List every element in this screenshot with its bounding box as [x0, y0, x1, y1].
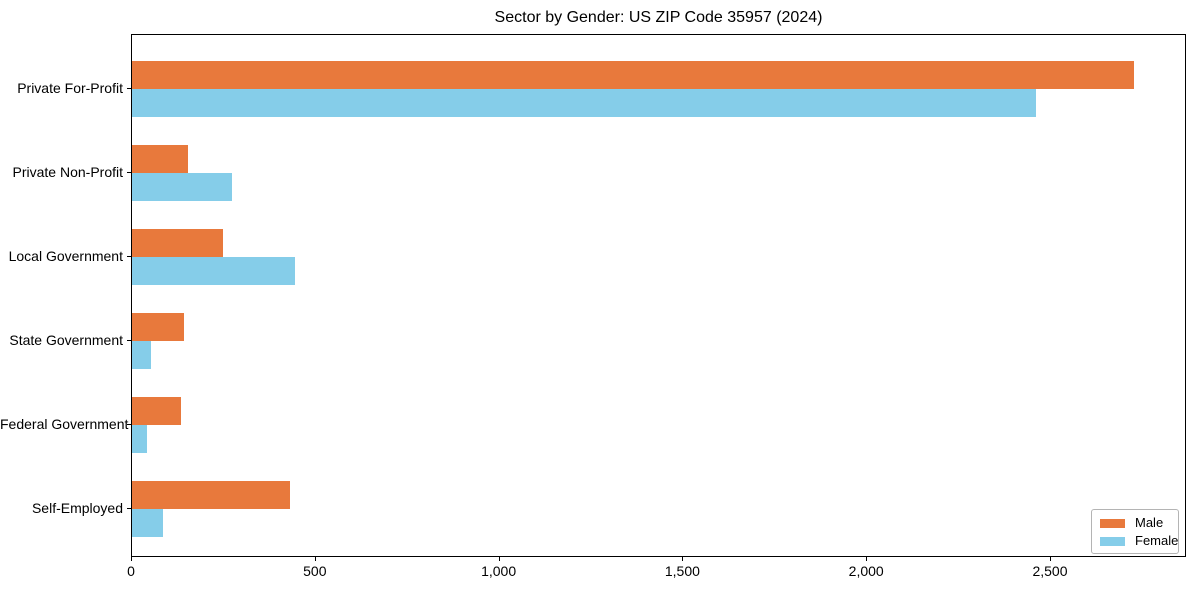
x-tick-mark-1500	[682, 557, 684, 561]
legend-item-female: Female	[1100, 534, 1178, 548]
x-tick-mark-2000	[866, 557, 868, 561]
bar-female-federal-government	[132, 425, 148, 453]
x-tick-mark-1000	[498, 557, 500, 561]
y-tick-mark-federal-government	[127, 424, 131, 425]
x-tick-label-1500: 1,500	[664, 563, 700, 579]
y-axis-label-private-for-profit: Private For-Profit	[17, 80, 123, 96]
y-tick-mark-private-for-profit	[127, 88, 131, 89]
bar-female-private-for-profit	[132, 89, 1037, 117]
bar-male-private-non-profit	[132, 145, 188, 173]
bar-male-state-government	[132, 313, 185, 341]
x-tick-label-2500: 2,500	[1032, 563, 1068, 579]
x-tick-mark-0	[131, 557, 132, 561]
y-axis-label-self-employed: Self-Employed	[31, 500, 123, 516]
x-tick-mark-2500	[1049, 557, 1051, 561]
y-tick-mark-private-non-profit	[127, 172, 131, 173]
bar-male-local-government	[132, 229, 223, 257]
y-axis-label-federal-government: Federal Government	[0, 416, 129, 432]
bar-female-local-government	[132, 257, 295, 285]
legend: Male Female	[1091, 509, 1179, 554]
plot-area	[131, 34, 1186, 557]
y-axis-label-state-government: State Government	[9, 332, 123, 348]
y-axis-label-local-government: Local Government	[8, 248, 123, 264]
female-color-swatch	[1100, 536, 1125, 546]
male-color-swatch	[1100, 518, 1125, 528]
bar-female-state-government	[132, 341, 152, 369]
x-tick-mark-500	[314, 557, 316, 561]
legend-label-male: Male	[1135, 515, 1164, 530]
bar-male-private-for-profit	[132, 61, 1134, 89]
bar-male-federal-government	[132, 397, 181, 425]
y-axis-label-private-non-profit: Private Non-Profit	[12, 164, 123, 180]
y-tick-mark-state-government	[127, 340, 131, 341]
x-tick-label-0: 0	[127, 563, 135, 579]
y-tick-mark-local-government	[127, 256, 131, 257]
x-tick-label-1000: 1,000	[481, 563, 517, 579]
x-tick-label-2000: 2,000	[848, 563, 884, 579]
bar-female-private-non-profit	[132, 173, 232, 201]
bar-male-self-employed	[132, 481, 291, 509]
chart-title: Sector by Gender: US ZIP Code 35957 (202…	[494, 9, 823, 26]
legend-item-male: Male	[1100, 516, 1170, 530]
legend-label-female: Female	[1135, 533, 1179, 548]
x-tick-label-500: 500	[303, 563, 327, 579]
bar-female-self-employed	[132, 509, 163, 537]
y-tick-mark-self-employed	[127, 508, 131, 509]
